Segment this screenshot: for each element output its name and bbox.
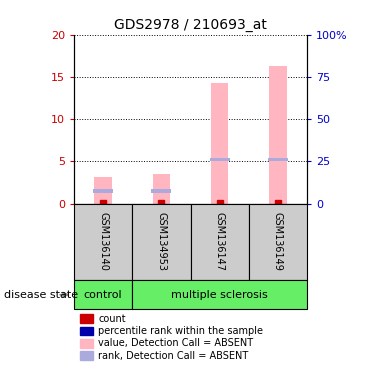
Bar xyxy=(153,174,170,204)
Bar xyxy=(269,66,287,204)
Text: GSM136149: GSM136149 xyxy=(273,212,283,271)
Text: rank, Detection Call = ABSENT: rank, Detection Call = ABSENT xyxy=(98,351,248,361)
Text: multiple sclerosis: multiple sclerosis xyxy=(171,290,268,300)
Text: disease state: disease state xyxy=(4,290,78,300)
Text: count: count xyxy=(98,314,126,324)
Text: GSM136147: GSM136147 xyxy=(215,212,225,271)
Bar xyxy=(249,204,307,280)
Text: percentile rank within the sample: percentile rank within the sample xyxy=(98,326,263,336)
Bar xyxy=(268,158,288,161)
Bar xyxy=(132,204,191,280)
Text: value, Detection Call = ABSENT: value, Detection Call = ABSENT xyxy=(98,338,253,348)
Bar xyxy=(74,204,132,280)
Bar xyxy=(211,83,228,204)
FancyArrowPatch shape xyxy=(60,293,67,297)
Bar xyxy=(94,177,112,204)
Text: GSM136140: GSM136140 xyxy=(98,212,108,271)
Bar xyxy=(191,204,249,280)
Bar xyxy=(74,280,132,309)
Bar xyxy=(93,189,113,192)
Text: control: control xyxy=(84,290,122,300)
Bar xyxy=(151,189,171,192)
Title: GDS2978 / 210693_at: GDS2978 / 210693_at xyxy=(114,18,267,32)
Bar xyxy=(210,158,230,161)
Bar xyxy=(132,280,307,309)
Text: GSM134953: GSM134953 xyxy=(157,212,166,271)
